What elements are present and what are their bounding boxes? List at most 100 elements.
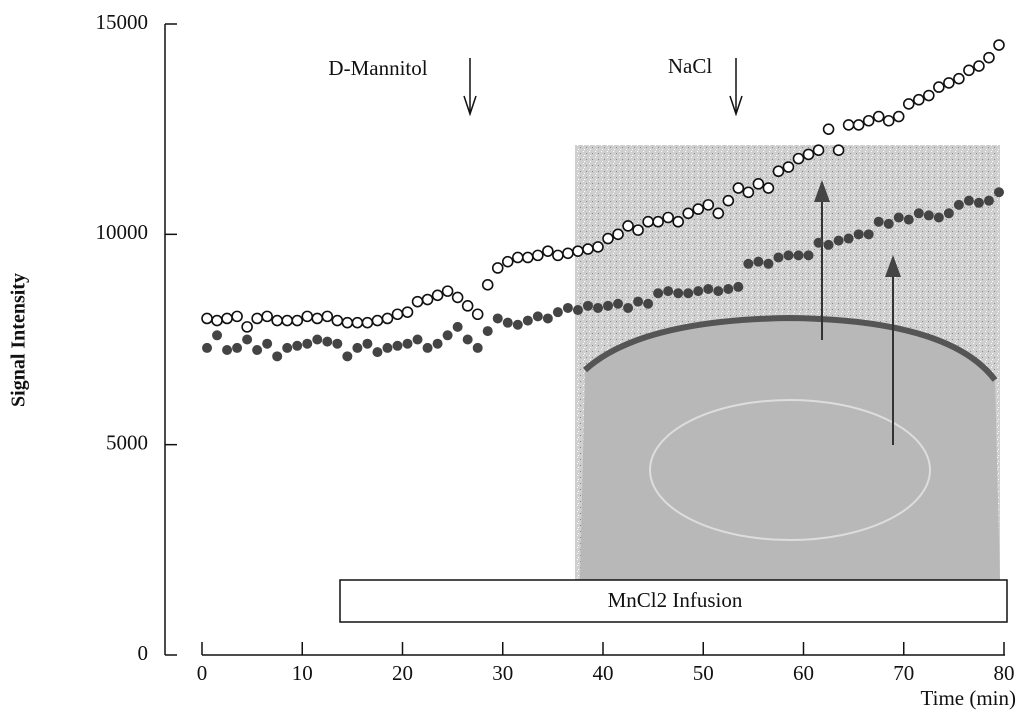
data-point — [542, 313, 553, 324]
data-point — [652, 215, 664, 228]
data-point — [973, 197, 984, 208]
pointer-arrow-head — [814, 180, 830, 202]
data-point — [983, 51, 995, 64]
data-point — [272, 351, 283, 362]
data-point — [481, 279, 494, 291]
data-point — [552, 307, 563, 318]
data-point — [351, 316, 364, 329]
data-point — [772, 165, 785, 178]
data-point — [673, 288, 684, 299]
data-point — [281, 314, 294, 327]
data-point — [672, 215, 684, 228]
x-tick-label: 10 — [292, 661, 313, 685]
data-point — [793, 250, 804, 261]
data-point — [461, 300, 474, 312]
data-point — [451, 291, 464, 304]
data-point — [211, 314, 223, 327]
data-point — [201, 312, 213, 325]
x-tick-label: 50 — [693, 661, 714, 685]
data-point — [311, 312, 324, 325]
data-point — [421, 293, 434, 306]
data-point — [803, 250, 814, 261]
y-axis-label: Signal Intensity — [8, 273, 30, 407]
data-point — [262, 338, 273, 349]
data-point — [512, 319, 523, 330]
data-point — [993, 187, 1004, 198]
data-point — [873, 216, 884, 227]
data-point — [572, 305, 583, 316]
data-point — [892, 110, 905, 123]
data-point — [432, 338, 443, 349]
data-point — [633, 296, 644, 307]
data-point — [753, 256, 764, 267]
data-point — [872, 110, 885, 123]
data-point — [822, 123, 835, 135]
x-axis-label: Time (min) — [921, 686, 1016, 710]
data-point — [933, 81, 945, 93]
data-point — [612, 228, 624, 241]
data-point — [442, 330, 453, 341]
data-point — [261, 310, 273, 323]
data-point — [693, 286, 704, 297]
brain-image — [575, 145, 1000, 580]
annotation-arrow — [729, 95, 743, 117]
data-point — [712, 207, 725, 220]
data-point — [302, 338, 313, 349]
data-point — [783, 250, 794, 261]
data-point — [602, 232, 614, 245]
x-tick-label: 60 — [793, 661, 814, 685]
x-tick-label: 0 — [197, 661, 208, 685]
data-point — [813, 237, 824, 248]
data-point — [361, 316, 374, 329]
data-point — [762, 182, 775, 194]
data-point — [491, 262, 504, 274]
data-point — [812, 144, 825, 156]
infusion-bar — [339, 579, 1008, 623]
data-point — [251, 312, 263, 325]
data-point — [902, 98, 915, 110]
data-point — [763, 258, 774, 269]
data-point — [441, 285, 454, 297]
data-point — [562, 247, 574, 260]
data-point — [411, 295, 424, 308]
data-point — [643, 298, 654, 309]
data-point — [452, 321, 463, 332]
data-point — [642, 215, 654, 228]
data-point — [923, 89, 935, 102]
data-point — [291, 314, 304, 327]
x-tick-label: 40 — [593, 661, 614, 685]
data-point — [663, 286, 674, 297]
data-point — [622, 220, 634, 232]
pointer-arrow-head — [885, 255, 901, 277]
x-tick-label: 20 — [392, 661, 413, 685]
data-point — [401, 306, 414, 318]
data-point — [953, 199, 964, 210]
data-point — [332, 338, 343, 349]
data-point — [893, 212, 904, 223]
data-point — [713, 286, 724, 297]
data-point — [342, 351, 353, 362]
data-point — [232, 342, 243, 353]
x-tick-label: 30 — [492, 661, 513, 685]
y-tick-label: 0 — [138, 641, 149, 665]
data-point — [331, 314, 344, 327]
data-point — [843, 233, 854, 244]
data-point — [802, 148, 815, 161]
data-point — [863, 229, 874, 240]
data-point — [502, 317, 513, 328]
data-point — [993, 39, 1005, 51]
data-point — [252, 345, 263, 356]
data-point — [542, 245, 554, 257]
data-point — [392, 340, 403, 351]
data-point — [963, 195, 974, 206]
data-point — [282, 342, 293, 353]
data-point — [683, 288, 694, 299]
data-point — [882, 114, 895, 127]
data-point — [773, 252, 784, 263]
data-point — [632, 224, 644, 236]
data-point — [391, 308, 404, 321]
data-point — [953, 72, 965, 85]
data-point — [371, 314, 384, 327]
data-point — [623, 302, 634, 313]
